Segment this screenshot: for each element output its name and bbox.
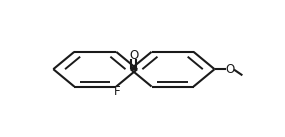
Text: O: O bbox=[129, 49, 139, 62]
Text: F: F bbox=[114, 85, 121, 98]
Text: O: O bbox=[225, 63, 234, 76]
